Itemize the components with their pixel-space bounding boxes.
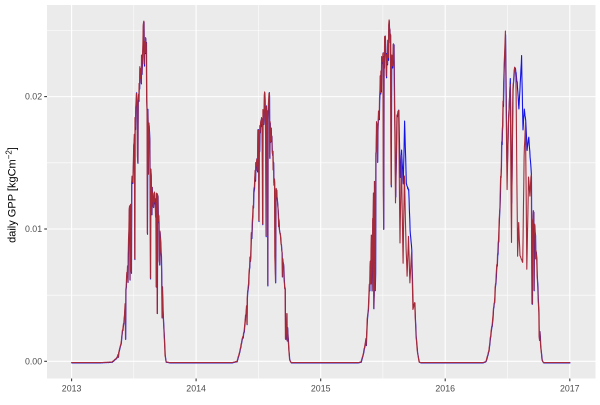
svg-text:2016: 2016 [435,384,455,394]
svg-text:2017: 2017 [560,384,580,394]
svg-text:0.01: 0.01 [25,224,42,234]
svg-text:2015: 2015 [311,384,331,394]
svg-text:0.02: 0.02 [25,92,42,102]
svg-text:daily GPP [kgCm−2]: daily GPP [kgCm−2] [5,147,19,243]
svg-text:2013: 2013 [62,384,82,394]
svg-text:2014: 2014 [186,384,206,394]
svg-text:0.00: 0.00 [25,356,42,366]
